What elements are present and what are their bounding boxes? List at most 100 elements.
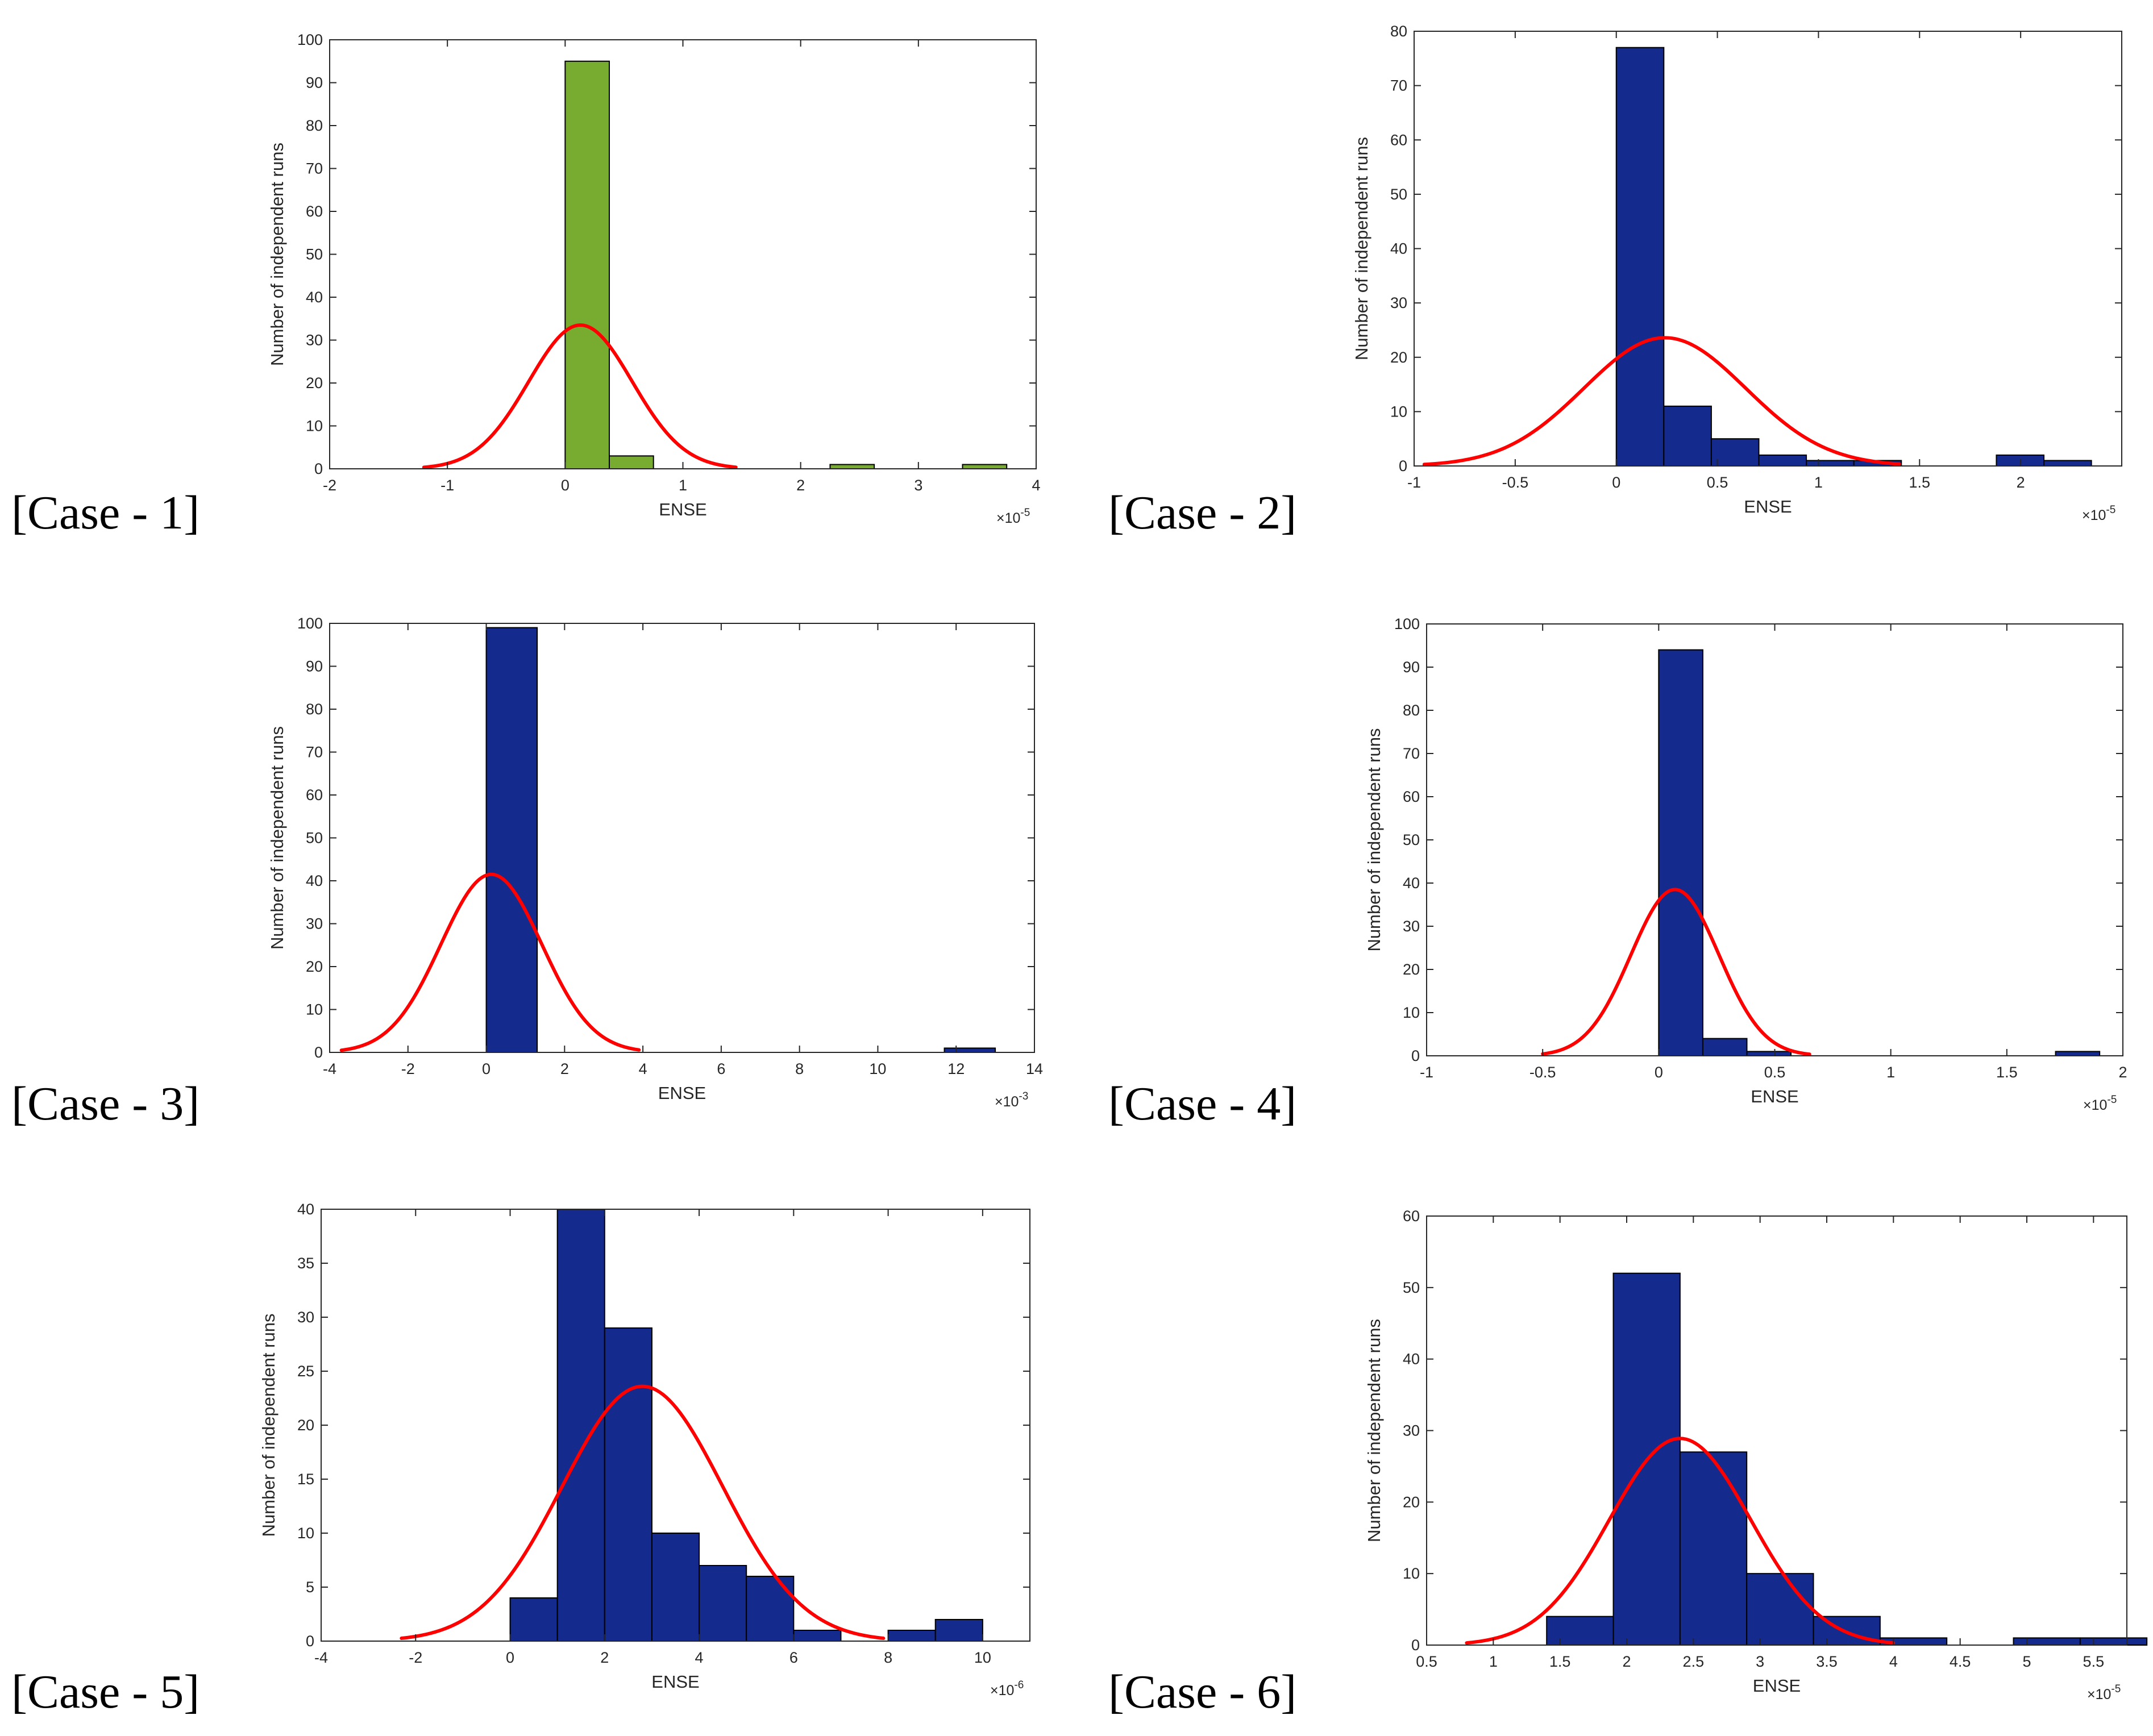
x-tick-label: 1 — [1886, 1064, 1895, 1081]
y-tick-label: 20 — [297, 1417, 314, 1434]
y-tick-label: 50 — [306, 246, 323, 263]
y-tick-label: 20 — [1390, 349, 1407, 366]
y-tick-label: 20 — [306, 374, 323, 392]
x-tick-label: 0 — [506, 1649, 514, 1666]
histogram-panel-case-5: [Case - 5] -4 -2 0 2 4 6 8 10 0 5 10 15 20 25 30 35 40 ENS… — [11, 1201, 1030, 1718]
x-tick-label: -4 — [314, 1649, 328, 1666]
y-tick-label: 10 — [1390, 403, 1407, 420]
y-tick-label: 20 — [1403, 961, 1420, 978]
x-exponent-label: ×10-5 — [2082, 504, 2115, 523]
y-tick-label: 90 — [1403, 659, 1420, 676]
histogram-panel-case-6: [Case - 6] 0.5 1 1.5 2 2.5 3 3.5 4 4.5 5 5.5 0 10 20 30… — [1108, 1208, 2148, 1718]
y-tick-label: 70 — [306, 160, 323, 177]
x-tick-label: 0 — [561, 477, 570, 494]
histogram-bar — [564, 60, 610, 469]
y-tick-label: 90 — [306, 74, 323, 91]
x-exponent-label: ×10-6 — [990, 1679, 1024, 1698]
x-tick-label: 2 — [2118, 1064, 2127, 1081]
x-tick-label: 4 — [639, 1060, 647, 1077]
y-tick-label: 10 — [306, 418, 323, 435]
x-exponent-label: ×10-5 — [2083, 1094, 2117, 1113]
x-tick-label: -4 — [323, 1060, 336, 1077]
x-tick-label: -1 — [1407, 474, 1421, 491]
y-axis-label: Number of independent runs — [267, 143, 287, 366]
y-tick-label: 60 — [306, 203, 323, 220]
x-axis-label: ENSE — [651, 1672, 699, 1692]
y-tick-label: 35 — [297, 1255, 314, 1272]
y-tick-label: 10 — [297, 1525, 314, 1542]
y-tick-label: 80 — [1403, 702, 1420, 719]
x-axis-label: ENSE — [1744, 497, 1792, 517]
y-tick-label: 80 — [306, 117, 323, 134]
x-tick-label: 4 — [695, 1649, 704, 1666]
histogram-bar — [746, 1576, 795, 1642]
x-axis-label: ENSE — [658, 1083, 706, 1103]
y-tick-label: 0 — [1399, 457, 1407, 474]
histogram-bar — [509, 1597, 558, 1642]
normal-fit-curve — [1541, 888, 1811, 1056]
y-tick-label: 30 — [1403, 1422, 1420, 1439]
x-tick-label: 3 — [914, 477, 922, 494]
x-tick-label: 3 — [1756, 1653, 1764, 1670]
histogram-bar — [1746, 1573, 1814, 1646]
y-tick-label: 60 — [1403, 1208, 1420, 1225]
x-tick-label: -2 — [401, 1060, 415, 1077]
histogram-bar — [2043, 460, 2092, 467]
x-tick-label: 3.5 — [1816, 1653, 1838, 1670]
x-exponent-base: ×10 — [996, 510, 1020, 526]
histogram-bar — [793, 1630, 842, 1642]
x-tick-label: 1.5 — [1549, 1653, 1571, 1670]
x-axis-label: ENSE — [1753, 1676, 1801, 1696]
y-tick-label: 30 — [297, 1309, 314, 1326]
histogram-bar — [651, 1533, 700, 1642]
y-tick-label: 30 — [1403, 918, 1420, 935]
histogram-bar — [1702, 1038, 1748, 1056]
y-tick-label: 50 — [306, 830, 323, 847]
y-axis-label: Number of independent runs — [1352, 137, 1371, 360]
histogram-panel-case-3: [Case - 3] -4 -2 0 2 4 6 8 10 12 14 0 10 20 30 40 50 60 70… — [11, 615, 1043, 1130]
x-tick-label: 0 — [482, 1060, 491, 1077]
histogram-bar — [485, 627, 538, 1054]
histogram-bar — [887, 1630, 936, 1642]
histogram-bar — [699, 1565, 747, 1642]
axes-frame — [1426, 623, 2123, 1056]
x-tick-label: 4.5 — [1950, 1653, 1971, 1670]
x-tick-label: 12 — [947, 1060, 965, 1077]
histogram-bar — [604, 1327, 652, 1642]
histogram-bar — [2013, 1637, 2081, 1646]
y-tick-label: 40 — [306, 872, 323, 889]
x-tick-label: 6 — [717, 1060, 725, 1077]
y-tick-label: 0 — [314, 460, 323, 477]
histogram-panel-case-1: [Case - 1]-2 -1 0 1 2 3 4010203040506070809010… — [11, 31, 1041, 539]
y-tick-label: 0 — [1411, 1047, 1420, 1064]
x-tick-label: 0.5 — [1764, 1064, 1786, 1081]
y-tick-label: 0 — [306, 1633, 314, 1650]
y-tick-label: 40 — [1403, 875, 1420, 892]
x-tick-label: 2 — [1622, 1653, 1631, 1670]
x-axis-label: ENSE — [659, 499, 706, 519]
normal-fit-curve — [1465, 1437, 1896, 1645]
y-tick-label: 40 — [1403, 1351, 1420, 1368]
x-exponent-power: -5 — [2106, 504, 2115, 516]
x-exponent-label: ×10-5 — [2087, 1683, 2121, 1702]
x-tick-label: 0 — [1655, 1064, 1663, 1081]
x-exponent-label: ×10-5 — [996, 507, 1030, 526]
normal-fit-curve — [339, 872, 641, 1052]
y-tick-label: 10 — [1403, 1565, 1420, 1582]
x-tick-label: 4 — [1032, 477, 1040, 494]
y-tick-label: 50 — [1390, 186, 1407, 203]
y-tick-label: 50 — [1403, 1279, 1420, 1296]
y-tick-label: 70 — [306, 744, 323, 761]
y-axis-label: Number of independent runs — [259, 1314, 279, 1537]
x-tick-label: 2.5 — [1683, 1653, 1705, 1670]
x-tick-label: 1.5 — [1909, 474, 1931, 491]
y-tick-label: 100 — [1394, 615, 1420, 632]
y-axis-label: Number of independent runs — [1364, 1319, 1384, 1542]
y-tick-label: 80 — [1390, 23, 1407, 40]
x-tick-label: -2 — [323, 477, 336, 494]
x-tick-label: 6 — [789, 1649, 798, 1666]
x-tick-label: -1 — [1420, 1064, 1433, 1081]
x-tick-label: 1.5 — [1996, 1064, 2018, 1081]
histogram-bar — [1679, 1451, 1748, 1646]
x-tick-label: 10 — [869, 1060, 886, 1077]
